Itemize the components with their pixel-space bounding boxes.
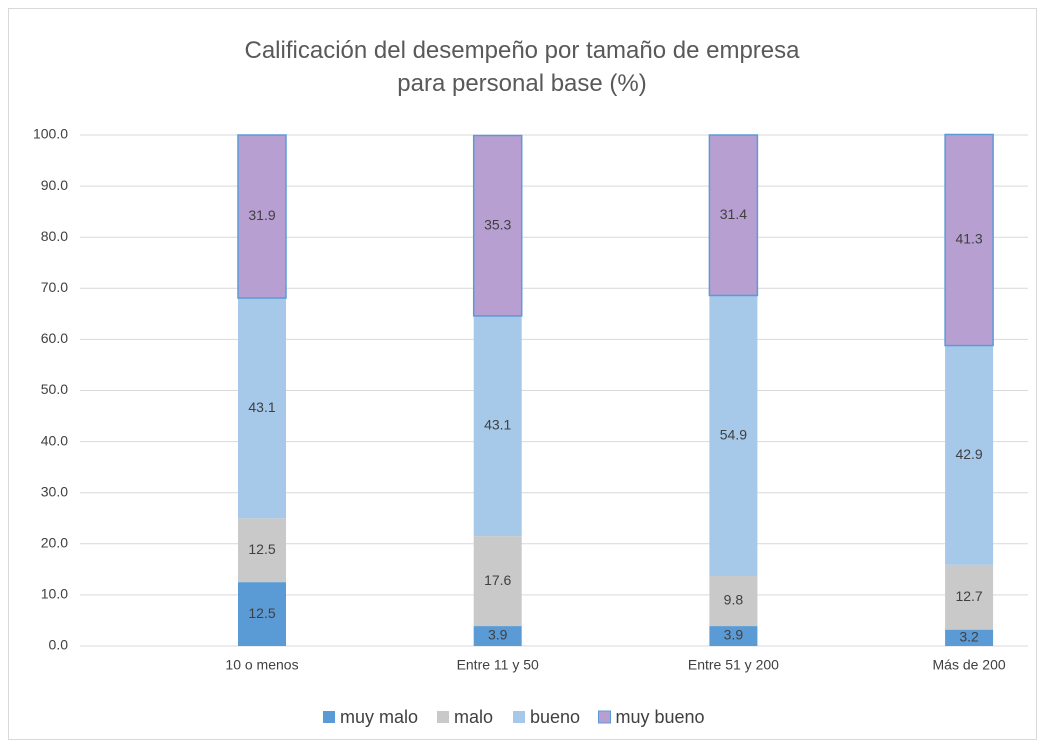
data-label: 12.7 [955,588,982,604]
bar-segment [473,315,522,537]
data-label: 17.6 [484,572,511,588]
x-tick-label: 10 o menos [225,657,298,673]
bar-segment [238,582,286,646]
data-label: 3.2 [959,629,979,645]
y-tick-label: 100.0 [33,126,68,142]
bar-segment [709,575,758,627]
y-tick-label: 60.0 [41,330,68,346]
legend-label: muy malo [340,707,418,727]
x-tick-label: Más de 200 [933,657,1006,673]
chart-title: Calificación del desempeño por tamaño de… [244,37,800,97]
data-label: 43.1 [248,399,275,415]
legend-swatch [437,711,449,723]
legend-label: malo [454,707,493,727]
bar-segment [945,345,994,565]
y-tick-label: 50.0 [41,381,68,397]
chart-border [8,8,1037,740]
y-tick-label: 0.0 [49,637,69,653]
y-tick-label: 10.0 [41,586,68,602]
y-tick-label: 40.0 [41,432,68,448]
y-tick-label: 30.0 [41,483,68,499]
bar-segment [473,626,522,646]
legend-swatch [598,710,611,724]
bar-segment [709,626,758,646]
data-label: 43.1 [484,417,511,433]
x-tick-label: Entre 51 y 200 [688,657,779,673]
data-label: 41.3 [955,231,982,247]
data-label: 9.8 [724,592,744,608]
data-label: 31.4 [720,206,747,222]
data-label: 3.9 [724,627,744,643]
bar-segment [944,133,994,347]
y-tick-label: 80.0 [41,228,68,244]
x-tick-label: Entre 11 y 50 [457,657,539,673]
data-label: 54.9 [720,426,747,442]
bar-segment [238,518,286,583]
y-tick-label: 90.0 [41,177,68,193]
y-tick-label: 20.0 [41,535,68,551]
data-label: 12.5 [248,605,275,621]
data-label: 35.3 [484,216,511,232]
data-label: 12.5 [248,541,275,557]
legend-swatch [513,711,525,723]
bar-segment [708,134,759,297]
bar-segment [945,629,994,646]
bar-segment [472,134,523,317]
bar-segment [238,298,286,519]
data-label: 42.9 [955,446,982,462]
legend-swatch [323,711,335,723]
legend-label: bueno [530,707,580,727]
y-tick-label: 70.0 [41,279,68,295]
bar-segment [709,295,758,576]
data-label: 3.9 [488,627,508,643]
bar-segment [945,564,994,630]
legend-label: muy bueno [616,707,705,727]
bar-segment [237,134,287,299]
bar-segment [473,536,522,627]
data-label: 31.9 [248,207,275,223]
